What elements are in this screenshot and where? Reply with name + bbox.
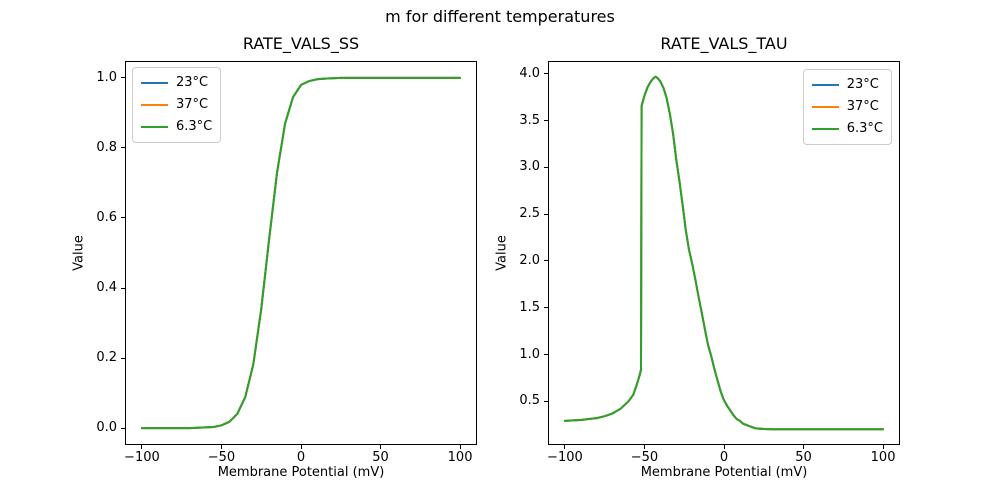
x-tick-mark [380,444,382,449]
legend-row: 6.3°C [141,117,212,137]
x-tick-mark [564,444,566,449]
subplot-title: RATE_VALS_TAU [660,34,788,53]
y-tick-mark [121,217,126,219]
x-tick-label: 0 [719,450,729,465]
x-tick-mark [300,444,302,449]
x-axis-label: Membrane Potential (mV) [640,465,808,480]
legend: 23°C 37°C 6.3°C [132,67,222,143]
x-tick-label: 100 [870,450,896,465]
y-tick-label: 1.0 [96,69,117,85]
y-tick-label: 2.0 [519,252,540,268]
subplot-rate-vals-tau: RATE_VALS_TAU Value Membrane Potential (… [495,34,900,480]
series-line-6.3°C [140,76,462,430]
y-tick-mark [544,307,549,309]
x-tick-label: 50 [372,450,389,465]
x-tick-mark [643,444,645,449]
x-tick-mark [882,444,884,449]
x-tick-label: 100 [447,450,473,465]
y-tick-mark [544,166,549,168]
y-tick-label: 0.6 [96,209,117,225]
legend-row: 23°C [141,73,212,93]
x-tick-mark [220,444,222,449]
y-tick-mark [121,287,126,289]
legend-line-sample [811,84,839,86]
legend: 23°C 37°C 6.3°C [802,69,892,145]
x-tick-mark [723,444,725,449]
y-tick-mark [544,73,549,75]
y-tick-mark [544,400,549,402]
x-tick-label: −100 [547,450,583,465]
x-axis-label: Membrane Potential (mV) [217,465,385,480]
y-tick-label: 3.5 [519,112,540,128]
y-tick-mark [121,357,126,359]
x-tick-label: −50 [630,450,659,465]
legend-line-sample [811,106,839,108]
x-tick-label: −50 [207,450,236,465]
legend-line-sample [141,82,168,84]
y-tick-label: 0.0 [96,420,117,436]
legend-label: 23°C [846,77,879,92]
y-tick-label: 4.0 [519,65,540,81]
figure-suptitle: m for different temperatures [385,7,615,26]
x-tick-label: 0 [296,450,306,465]
y-tick-mark [121,147,126,149]
y-tick-mark [121,427,126,429]
y-tick-mark [544,354,549,355]
y-tick-label: 0.2 [96,350,117,366]
x-tick-label: −100 [124,450,160,465]
y-tick-label: 0.8 [96,139,117,155]
y-tick-label: 1.0 [519,346,540,362]
legend-line-sample [141,104,168,106]
y-tick-label: 0.5 [519,393,540,409]
legend-label: 37°C [846,99,879,114]
y-tick-label: 3.0 [519,159,540,175]
legend-row: 23°C [811,75,883,95]
y-tick-mark [544,120,549,122]
legend-label: 6.3°C [846,121,883,136]
legend-row: 37°C [141,95,212,115]
subplot-title: RATE_VALS_SS [242,34,360,53]
y-tick-mark [544,213,549,215]
x-tick-mark [141,444,143,449]
y-tick-label: 1.5 [519,299,540,315]
legend-label: 6.3°C [176,119,213,134]
legend-label: 23°C [176,75,209,90]
y-tick-mark [544,260,549,262]
y-axis-label: Value [494,235,510,271]
x-tick-mark [803,444,805,449]
line-plot [140,76,462,430]
subplot-rate-vals-ss: RATE_VALS_SS Value Membrane Potential (m… [72,34,477,480]
legend-line-sample [811,128,839,130]
x-tick-label: 50 [795,450,812,465]
y-axis-label: Value [71,235,87,271]
legend-row: 37°C [811,97,883,117]
y-tick-mark [121,77,126,79]
y-tick-label: 0.4 [96,280,117,295]
series-line-6.3°C [563,75,885,431]
legend-row: 6.3°C [811,119,883,139]
legend-label: 37°C [176,97,209,112]
axes-area: 23°C 37°C 6.3°C −100 −50 0 50 100 0.0 0.2 0.4 0.6 0… [96,61,477,465]
x-tick-mark [459,444,461,449]
axes-area: 23°C 37°C 6.3°C −100 −50 0 50 100 0.5 1.0 1.5 2.0 2… [519,61,900,465]
line-plot [563,75,885,431]
legend-line-sample [141,126,168,128]
y-tick-label: 2.5 [519,206,540,222]
